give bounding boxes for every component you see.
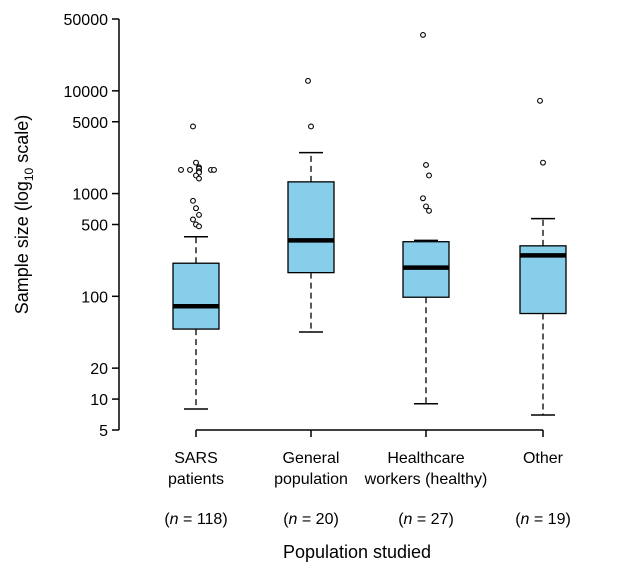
y-tick-label-4: 500 xyxy=(81,218,108,235)
outlier-2-4 xyxy=(423,203,429,210)
outlier-0-7 xyxy=(211,166,217,173)
outlier-2-1 xyxy=(423,161,429,168)
y-axis: 5 10 20 100 500 1000 5000 10000 50000 xyxy=(64,12,120,440)
y-axis-title-prefix: Sample size (log xyxy=(12,181,32,314)
n-label-part-2-1: n xyxy=(404,511,413,528)
n-label-part-2-0: ( xyxy=(398,511,404,528)
y-tick-label-1: 10 xyxy=(90,392,108,409)
n-label-part-3-2: = 19) xyxy=(529,511,570,528)
x-category-label-1-0: General xyxy=(283,450,340,467)
y-axis-title-subscript: 10 xyxy=(22,167,36,181)
outlier-3-0 xyxy=(537,97,543,104)
outlier-0-0 xyxy=(190,123,196,130)
outlier-0-12 xyxy=(190,197,196,204)
outlier-0-11 xyxy=(196,175,202,182)
n-label-part-2-2: = 27) xyxy=(412,511,453,528)
n-label-0: (n = 118) xyxy=(164,511,227,528)
box-group-2 xyxy=(402,31,450,405)
x-category-label-3-0: Other xyxy=(523,450,564,467)
plot-area xyxy=(172,31,567,416)
outlier-3-1 xyxy=(540,159,546,166)
n-label-part-0-0: ( xyxy=(164,511,170,528)
outlier-1-1 xyxy=(308,123,314,130)
x-category-label-0-0: SARS xyxy=(174,450,218,467)
x-category-label-2-1: workers (healthy) xyxy=(364,471,488,488)
y-axis-title: Sample size (log10 scale) xyxy=(12,115,36,314)
n-label-2: (n = 27) xyxy=(398,511,454,528)
outlier-2-5 xyxy=(426,207,432,214)
x-category-label-0-1: patients xyxy=(168,471,224,488)
outlier-0-15 xyxy=(190,216,196,223)
outlier-0-6 xyxy=(178,166,184,173)
x-category-label-2-0: Healthcare xyxy=(387,450,464,467)
x-axis-title: Population studied xyxy=(283,542,431,562)
y-tick-label-7: 10000 xyxy=(64,84,109,101)
y-tick-label-2: 20 xyxy=(90,361,108,378)
outlier-2-2 xyxy=(426,172,432,179)
outlier-2-0 xyxy=(420,31,426,38)
n-label-3: (n = 19) xyxy=(515,511,571,528)
outlier-0-4 xyxy=(187,166,193,173)
n-label-part-3-1: n xyxy=(521,511,530,528)
outlier-1-0 xyxy=(305,77,311,84)
box-1 xyxy=(287,181,335,274)
n-label-part-1-2: = 20) xyxy=(297,511,338,528)
y-tick-label-6: 5000 xyxy=(72,115,108,132)
n-label-part-3-0: ( xyxy=(515,511,521,528)
n-label-part-0-2: = 118) xyxy=(179,511,228,528)
outlier-0-17 xyxy=(196,223,202,230)
y-tick-label-3: 100 xyxy=(81,289,108,306)
outlier-2-3 xyxy=(420,195,426,202)
outlier-0-13 xyxy=(193,205,199,212)
box-0 xyxy=(172,262,220,330)
box-group-1 xyxy=(287,77,335,333)
y-axis-title-suffix: scale) xyxy=(12,115,32,168)
y-tick-label-8: 50000 xyxy=(64,12,109,29)
box-group-0 xyxy=(172,123,220,410)
n-label-part-1-1: n xyxy=(289,511,298,528)
outlier-0-14 xyxy=(196,211,202,218)
x-category-label-1-1: population xyxy=(274,471,348,488)
y-tick-label-5: 1000 xyxy=(72,187,108,204)
n-label-part-1-0: ( xyxy=(283,511,289,528)
outlier-0-1 xyxy=(193,159,199,166)
y-tick-label-0: 5 xyxy=(99,423,108,440)
n-label-1: (n = 20) xyxy=(283,511,339,528)
box-group-3 xyxy=(519,97,567,416)
n-label-part-0-1: n xyxy=(170,511,179,528)
